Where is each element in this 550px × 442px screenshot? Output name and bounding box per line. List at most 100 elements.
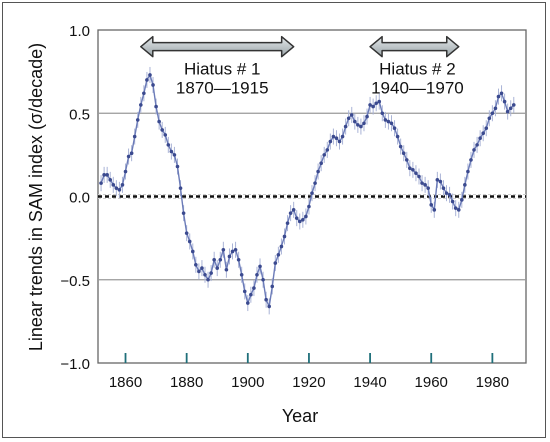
data-point bbox=[126, 154, 131, 159]
hiatus-2-label: Hiatus # 2 bbox=[379, 60, 456, 79]
data-point bbox=[420, 181, 424, 185]
y-tick-label: −1.0 bbox=[60, 356, 90, 373]
data-point bbox=[365, 114, 369, 119]
data-point bbox=[120, 183, 125, 187]
data-point bbox=[325, 148, 330, 152]
x-ticks: 1860 1880 1900 1920 1940 1960 1980 bbox=[109, 353, 509, 391]
data-point bbox=[316, 169, 320, 174]
data-point bbox=[356, 123, 360, 127]
sam-trend-line bbox=[100, 73, 515, 309]
data-point bbox=[337, 139, 342, 144]
data-point bbox=[505, 109, 510, 114]
data-point bbox=[398, 144, 403, 149]
data-point bbox=[276, 252, 281, 257]
data-point bbox=[490, 111, 495, 116]
data-point bbox=[304, 214, 308, 219]
data-point bbox=[129, 151, 134, 156]
data-point bbox=[249, 292, 253, 297]
data-point bbox=[432, 208, 437, 212]
x-tick-label: 1860 bbox=[109, 374, 142, 391]
data-point bbox=[279, 244, 284, 249]
y-tick-label: −0.5 bbox=[60, 273, 90, 290]
data-point bbox=[313, 181, 317, 185]
data-point bbox=[423, 183, 427, 187]
y-ticks: −1.0 −0.5 0.0 0.5 1.0 bbox=[60, 23, 90, 373]
data-point bbox=[142, 91, 146, 96]
data-point bbox=[460, 198, 464, 202]
data-point bbox=[414, 171, 418, 175]
data-point bbox=[346, 116, 351, 121]
data-point bbox=[429, 203, 434, 207]
data-point bbox=[218, 257, 223, 262]
data-point bbox=[132, 134, 137, 139]
data-point bbox=[499, 91, 504, 96]
data-point bbox=[349, 113, 354, 117]
data-point bbox=[242, 289, 247, 294]
data-point bbox=[362, 121, 366, 126]
data-point bbox=[111, 183, 116, 187]
data-point bbox=[200, 266, 204, 270]
y-axis-title: Linear trends in SAM index (σ/decade) bbox=[26, 43, 46, 351]
data-point bbox=[184, 231, 189, 235]
data-point bbox=[435, 178, 440, 182]
hiatus-2-annotation: Hiatus # 2 1940—1970 bbox=[369, 35, 464, 98]
data-point bbox=[212, 257, 216, 262]
data-point bbox=[169, 149, 174, 154]
data-point bbox=[246, 301, 250, 305]
data-point bbox=[496, 94, 501, 99]
x-tick-label: 1960 bbox=[415, 374, 448, 391]
data-point bbox=[151, 83, 155, 87]
data-point bbox=[322, 153, 327, 157]
hiatus-1-arrow bbox=[140, 35, 295, 58]
data-point bbox=[368, 103, 372, 107]
data-point bbox=[233, 247, 238, 252]
data-point bbox=[463, 183, 467, 187]
data-point bbox=[508, 106, 513, 111]
data-point bbox=[438, 179, 443, 184]
data-point bbox=[154, 104, 158, 109]
data-point bbox=[123, 169, 128, 174]
data-point bbox=[181, 211, 186, 215]
data-point bbox=[261, 277, 265, 282]
data-point bbox=[343, 124, 348, 129]
x-tick-label: 1980 bbox=[476, 374, 509, 391]
data-point bbox=[374, 101, 379, 106]
data-point bbox=[105, 173, 109, 177]
data-point bbox=[172, 153, 177, 157]
data-point bbox=[469, 158, 473, 162]
data-point bbox=[145, 78, 149, 82]
hiatus-2-arrow bbox=[369, 35, 460, 58]
data-point bbox=[408, 166, 412, 170]
hiatus-1-period: 1870—1915 bbox=[176, 79, 269, 98]
data-point bbox=[389, 121, 394, 126]
data-point bbox=[197, 269, 201, 274]
data-point bbox=[484, 126, 489, 131]
data-point bbox=[511, 103, 516, 107]
data-point bbox=[163, 133, 168, 137]
data-point bbox=[297, 219, 302, 224]
data-point bbox=[301, 218, 305, 222]
data-point bbox=[267, 304, 272, 309]
data-point bbox=[453, 206, 458, 210]
x-tick-label: 1920 bbox=[292, 374, 325, 391]
x-axis-title: Year bbox=[282, 406, 318, 426]
data-point bbox=[273, 261, 278, 265]
grid-lines bbox=[98, 112, 526, 281]
data-point bbox=[340, 134, 345, 139]
data-point bbox=[209, 271, 213, 275]
data-point bbox=[386, 119, 391, 124]
data-point bbox=[377, 99, 382, 104]
data-point bbox=[102, 173, 106, 177]
data-point bbox=[258, 264, 262, 269]
data-point bbox=[307, 204, 311, 209]
data-point bbox=[404, 158, 409, 162]
data-point bbox=[190, 249, 195, 254]
data-point bbox=[264, 297, 268, 302]
data-point bbox=[328, 139, 333, 144]
hiatus-2-period: 1940—1970 bbox=[371, 79, 464, 98]
data-point bbox=[395, 134, 400, 139]
data-point bbox=[441, 186, 446, 190]
data-point bbox=[285, 221, 290, 225]
data-point bbox=[178, 186, 183, 190]
